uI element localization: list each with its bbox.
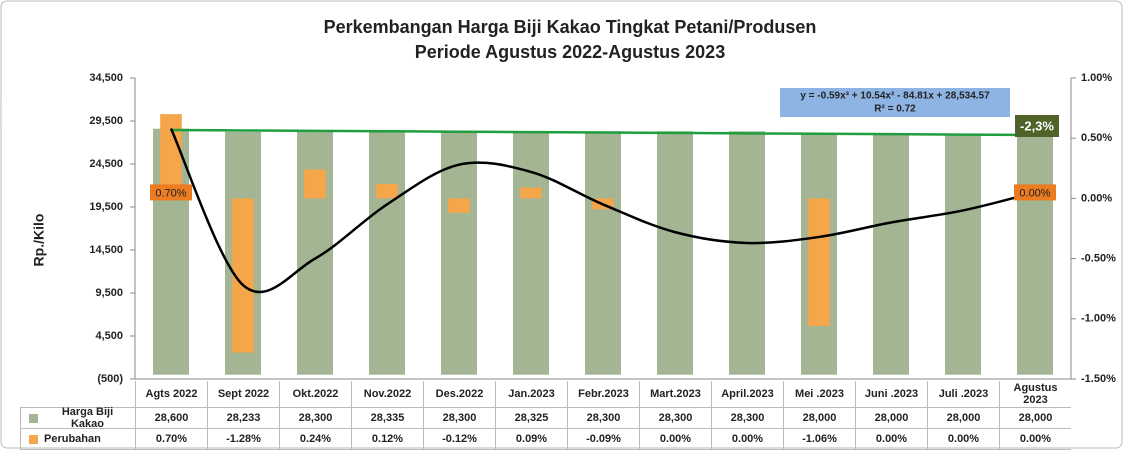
table-value: 0.70%	[135, 429, 207, 449]
table-row: Perubahan 0.70% -1.28% 0.24% 0.12% -0.12% 0.09…	[20, 429, 1071, 450]
r-squared: R² = 0.72	[874, 104, 916, 115]
row-header	[20, 381, 135, 407]
x-tick-label: April.2023	[711, 381, 783, 407]
x-tick-label: Agts 2022	[135, 381, 207, 407]
x-tick-label: Febr.2023	[567, 381, 639, 407]
y-tick-label: 4,500	[95, 330, 123, 342]
y2-tick-label: -0.50%	[1081, 253, 1116, 265]
x-tick-label: Jan.2023	[495, 381, 567, 407]
legend-label: Perubahan	[44, 433, 101, 445]
equation-box	[780, 88, 1010, 117]
change-box	[1015, 115, 1059, 137]
table-value: 0.12%	[351, 429, 423, 449]
table-value: 0.09%	[495, 429, 567, 449]
bar	[945, 133, 981, 375]
legend-swatch	[29, 434, 38, 444]
y-tick-label: (500)	[97, 373, 123, 385]
chart-title: Perkembangan Harga Biji Kakao Tingkat Pe…	[324, 17, 817, 37]
legend-entry: Harga Biji Kakao	[20, 406, 135, 430]
table-value: 0.00%	[855, 429, 927, 449]
table-value: -0.12%	[423, 429, 495, 449]
bar	[520, 187, 542, 199]
y-tick-label: 14,500	[89, 244, 123, 256]
chart-subtitle: Periode Agustus 2022-Agustus 2023	[415, 42, 725, 62]
data-label-box	[150, 184, 192, 201]
table-value: 0.00%	[927, 429, 999, 449]
x-tick-label: Juli .2023	[927, 381, 999, 407]
table-value: 28,300	[423, 408, 495, 428]
table-value: 28,325	[495, 408, 567, 428]
x-tick-label: Mart.2023	[639, 381, 711, 407]
y-tick-label: 9,500	[95, 287, 123, 299]
change-label: -2,3%	[1020, 118, 1054, 133]
x-tick-label: Mei .2023	[783, 381, 855, 407]
y2-tick-label: -1.50%	[1081, 373, 1116, 385]
y2-tick-label: -1.00%	[1081, 313, 1116, 325]
table-value: 28,000	[855, 408, 927, 428]
x-tick-label: Des.2022	[423, 381, 495, 407]
table-value: 28,300	[639, 408, 711, 428]
legend-label: Harga Biji Kakao	[61, 406, 114, 430]
trend-line	[170, 128, 1036, 137]
table-value: 28,000	[927, 408, 999, 428]
data-table: Agts 2022 Sept 2022 Okt.2022 Nov.2022 Des.20…	[20, 381, 1071, 450]
y2-tick-label: 1.00%	[1081, 72, 1112, 84]
y2-tick-label: 0.00%	[1081, 192, 1112, 204]
y-tick-label: 29,500	[89, 115, 123, 127]
table-row: Harga Biji Kakao 28,600 28,233 28,300 28,335…	[20, 406, 1071, 430]
table-value: 0.00%	[711, 429, 783, 449]
bar	[729, 131, 765, 375]
table-value: -1.28%	[207, 429, 279, 449]
y-tick-label: 34,500	[89, 72, 123, 84]
bar	[808, 198, 830, 327]
x-tick-label: Nov.2022	[351, 381, 423, 407]
table-value: 28,233	[207, 408, 279, 428]
legend-entry: Perubahan	[20, 429, 135, 449]
table-value: 0.24%	[279, 429, 351, 449]
x-tick-label: Sept 2022	[207, 381, 279, 407]
equation: y = -0.59x³ + 10.54x² - 84.81x + 28,534.…	[800, 91, 990, 102]
bar	[369, 131, 405, 375]
bar	[873, 133, 909, 375]
x-tick-label: Okt.2022	[279, 381, 351, 407]
x-tick-label: Agustus 2023	[999, 381, 1071, 407]
bar	[441, 131, 477, 375]
bar	[657, 131, 693, 375]
table-value: -1.06%	[783, 429, 855, 449]
table-value: 28,600	[135, 408, 207, 428]
bar	[232, 198, 254, 353]
bar	[297, 131, 333, 375]
y-tick-label: 24,500	[89, 158, 123, 170]
bar	[160, 114, 182, 199]
table-value: 0.00%	[999, 429, 1071, 449]
bar	[376, 183, 398, 199]
bar	[448, 198, 470, 213]
data-label: 0.00%	[1019, 187, 1050, 199]
table-value: 28,000	[999, 408, 1071, 428]
table-value: -0.09%	[567, 429, 639, 449]
data-label: 0.70%	[155, 187, 186, 199]
bar	[585, 131, 621, 375]
table-value: 28,300	[567, 408, 639, 428]
y-axis-label: Rp./Kilo	[31, 214, 47, 267]
x-tick-label: Juni .2023	[855, 381, 927, 407]
table-row: Agts 2022 Sept 2022 Okt.2022 Nov.2022 Des.20…	[20, 381, 1071, 408]
legend-swatch	[29, 413, 38, 423]
y2-tick-label: 0.50%	[1081, 132, 1112, 144]
table-value: 28,335	[351, 408, 423, 428]
data-label-box	[1014, 184, 1056, 201]
table-value: 0.00%	[639, 429, 711, 449]
trend-line	[169, 128, 1036, 294]
table-value: 28,300	[279, 408, 351, 428]
table-value: 28,000	[783, 408, 855, 428]
bar	[1017, 133, 1053, 375]
bar	[304, 169, 326, 199]
y-tick-label: 19,500	[89, 201, 123, 213]
table-value: 28,300	[711, 408, 783, 428]
